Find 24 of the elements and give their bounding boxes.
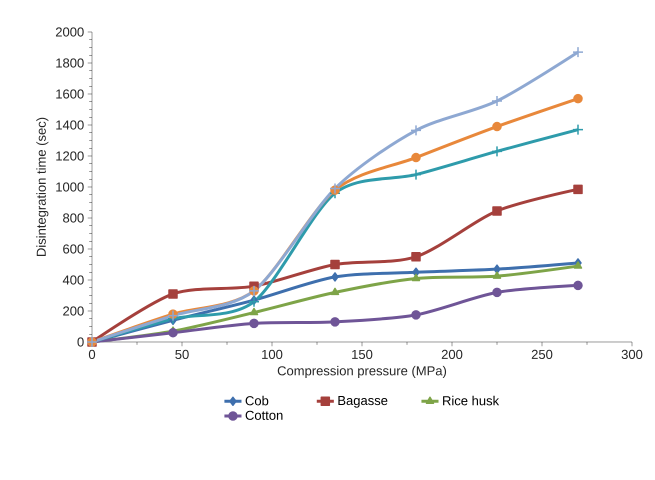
y-tick-label: 800 [63, 213, 84, 223]
y-tick-label: 1200 [56, 151, 84, 161]
y-tick-label: 200 [63, 306, 84, 316]
x-tick-label: 100 [262, 350, 282, 360]
x-tick-label: 50 [175, 350, 189, 360]
x-tick-label: 200 [442, 350, 462, 360]
legend-label: Rice husk [443, 396, 500, 406]
legend-label: Cotton [246, 410, 282, 420]
y-tick-label: 2000 [56, 27, 84, 37]
y-tick-label: 600 [63, 244, 84, 254]
y-axis-title: Disintegration time (sec) [36, 118, 48, 256]
y-tick-label: 1000 [56, 182, 84, 192]
y-tick-label: 0 [77, 337, 84, 347]
x-tick-label: 300 [622, 350, 642, 360]
legend-label: Bagasse [338, 396, 388, 408]
x-tick-label: 250 [532, 350, 552, 360]
y-tick-label: 1800 [56, 58, 84, 68]
x-tick-label: 0 [88, 350, 96, 360]
legend-label: Cob [246, 396, 268, 406]
x-tick-label: 150 [352, 350, 372, 360]
x-axis-title: Compression pressure (MPa) [278, 366, 446, 378]
y-tick-label: 1600 [56, 89, 84, 99]
y-tick-label: 400 [62, 275, 84, 285]
y-tick-label: 1400 [56, 120, 84, 130]
